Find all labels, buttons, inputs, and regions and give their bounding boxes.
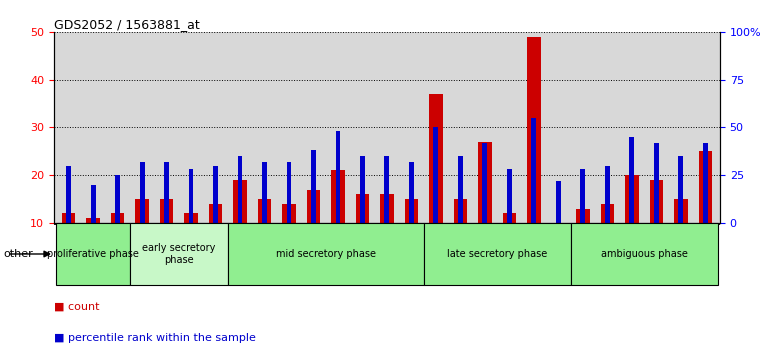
Bar <box>503 213 516 223</box>
Bar <box>111 213 124 223</box>
Bar <box>130 223 228 285</box>
Bar <box>458 156 463 223</box>
Bar <box>571 223 718 285</box>
Bar <box>66 166 71 223</box>
Bar <box>483 143 487 223</box>
Bar <box>356 194 369 223</box>
Bar <box>654 143 658 223</box>
Bar <box>703 143 708 223</box>
Bar <box>213 166 218 223</box>
Bar <box>116 175 120 223</box>
Bar <box>434 127 438 223</box>
Text: other: other <box>4 249 34 259</box>
Bar <box>429 94 443 223</box>
Bar <box>605 166 610 223</box>
Bar <box>306 190 320 223</box>
Bar <box>409 162 413 223</box>
Text: mid secretory phase: mid secretory phase <box>276 249 376 259</box>
Bar <box>189 170 193 223</box>
Text: late secretory phase: late secretory phase <box>447 249 547 259</box>
Bar <box>507 170 512 223</box>
Text: GDS2052 / 1563881_at: GDS2052 / 1563881_at <box>54 18 199 31</box>
Bar <box>581 170 585 223</box>
Bar <box>209 204 223 223</box>
Text: ■ count: ■ count <box>54 302 99 312</box>
Bar <box>86 218 100 223</box>
Bar <box>184 213 198 223</box>
Bar <box>136 199 149 223</box>
Text: early secretory
phase: early secretory phase <box>142 243 216 265</box>
Bar <box>625 175 638 223</box>
Bar <box>228 223 424 285</box>
Bar <box>527 37 541 223</box>
Bar <box>424 223 571 285</box>
Bar <box>678 156 683 223</box>
Bar <box>405 199 418 223</box>
Bar <box>160 199 173 223</box>
Bar <box>380 194 393 223</box>
Bar <box>286 162 291 223</box>
Bar <box>576 209 590 223</box>
Bar <box>629 137 634 223</box>
Text: ■ percentile rank within the sample: ■ percentile rank within the sample <box>54 333 256 343</box>
Bar <box>331 171 345 223</box>
Bar <box>698 152 712 223</box>
Bar <box>164 162 169 223</box>
Bar <box>556 181 561 223</box>
Bar <box>531 118 536 223</box>
Bar <box>311 150 316 223</box>
Bar <box>91 185 95 223</box>
Bar <box>283 204 296 223</box>
Bar <box>336 131 340 223</box>
Text: proliferative phase: proliferative phase <box>47 249 139 259</box>
Bar <box>454 199 467 223</box>
Bar <box>62 213 75 223</box>
Bar <box>674 199 688 223</box>
Bar <box>139 162 145 223</box>
Bar <box>258 199 271 223</box>
Bar <box>384 156 390 223</box>
Text: ambiguous phase: ambiguous phase <box>601 249 688 259</box>
Bar <box>56 223 130 285</box>
Bar <box>650 180 663 223</box>
Bar <box>233 180 246 223</box>
Bar <box>478 142 491 223</box>
Bar <box>238 156 243 223</box>
Bar <box>601 204 614 223</box>
Bar <box>262 162 267 223</box>
Bar <box>360 156 365 223</box>
